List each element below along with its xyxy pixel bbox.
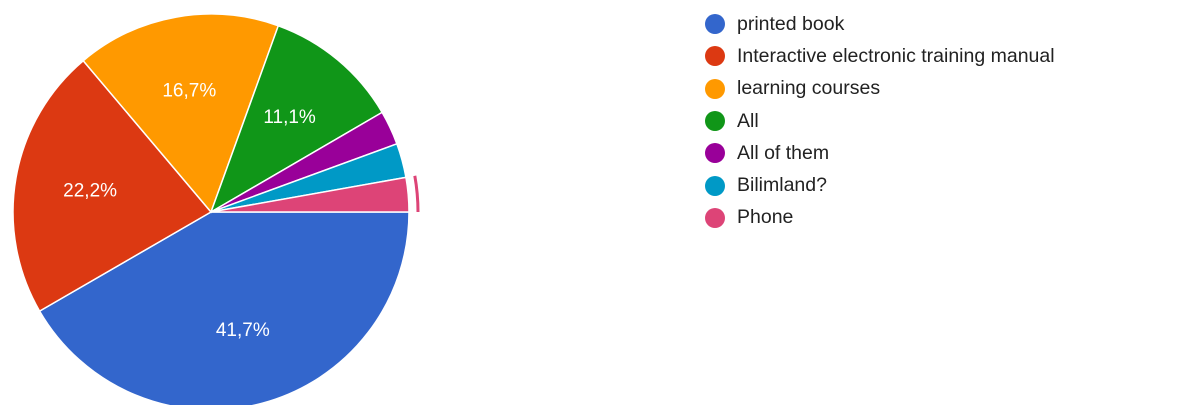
legend-label: printed book [737,12,845,35]
legend-label: Bilimland? [737,174,827,197]
legend-swatch-icon [705,143,725,164]
legend-swatch-icon [705,14,725,35]
legend-item-4[interactable]: All of them [705,137,1055,169]
slice-label-0: 41,7% [216,320,270,341]
pie-slice-1[interactable] [12,59,213,313]
legend-label: learning courses [737,77,881,100]
legend-item-2[interactable]: learning courses [705,73,1055,105]
legend-item-1[interactable]: Interactive electronic training manual [705,40,1055,72]
legend-item-0[interactable]: printed book [705,8,1055,40]
pie-slice-3[interactable] [209,24,384,214]
legend-label: All [737,109,759,132]
legend-label: Interactive electronic training manual [737,44,1055,67]
legend-label: All of them [737,141,830,164]
legend-swatch-icon [705,111,725,132]
pie-slice-0[interactable] [38,211,410,405]
legend-item-3[interactable]: All [705,105,1055,137]
legend-swatch-icon [705,207,725,228]
legend-swatch-icon [705,46,725,67]
legend-swatch-icon [705,78,725,99]
slice-label-3: 11,1% [263,107,316,128]
pie-chart: 41,7% 22,2% 16,7% 11,1% [12,13,420,405]
slice-label-1: 22,2% [63,180,117,201]
hover-highlight-arc [413,175,420,213]
pie-slice-6[interactable] [210,176,410,213]
legend-item-5[interactable]: Bilimland? [705,169,1055,201]
legend: printed book Interactive electronic train… [705,8,1055,234]
legend-label: Phone [737,206,794,229]
legend-item-6[interactable]: Phone [705,202,1055,234]
slice-label-2: 16,7% [162,81,216,102]
legend-swatch-icon [705,175,725,196]
pie-slice-2[interactable] [82,13,280,214]
